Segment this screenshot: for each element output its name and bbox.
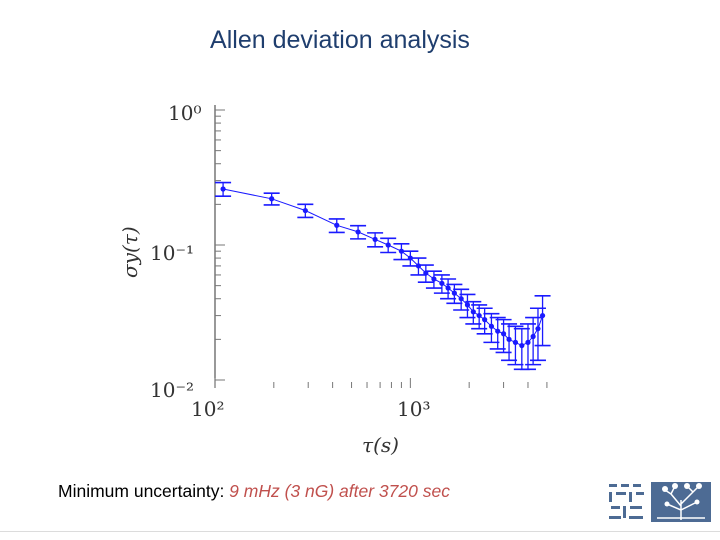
y-tick-label-0: 10⁰ bbox=[168, 101, 201, 125]
x-tick-label-0: 10² bbox=[191, 397, 224, 421]
data-point bbox=[302, 207, 308, 214]
data-point bbox=[355, 229, 361, 235]
data-point bbox=[535, 326, 541, 332]
data-point bbox=[512, 339, 519, 345]
x-axis-label: τ(s) bbox=[362, 433, 399, 457]
caption-highlight: 9 mHz (3 nG) after 3720 sec bbox=[229, 481, 450, 501]
data-point bbox=[445, 285, 451, 291]
data-point bbox=[530, 333, 536, 340]
data-point bbox=[385, 242, 391, 248]
series-line bbox=[223, 188, 544, 347]
data-point bbox=[451, 290, 457, 296]
data-point bbox=[539, 312, 546, 319]
x-tick-label-1: 10³ bbox=[397, 397, 430, 421]
y-tick-label-1: 10⁻¹ bbox=[150, 241, 194, 265]
allan-deviation-chart: 10⁰ 10⁻¹ 10⁻² 10² 10³ τ(s) σy(τ) bbox=[118, 101, 551, 457]
slide-title: Allen deviation analysis bbox=[210, 26, 470, 54]
data-point bbox=[519, 342, 525, 349]
data-point bbox=[431, 276, 437, 282]
data-point bbox=[269, 196, 275, 202]
data-point bbox=[458, 296, 464, 302]
data-point bbox=[464, 302, 471, 308]
data-point bbox=[488, 323, 495, 329]
data-point bbox=[476, 312, 482, 319]
data-point bbox=[439, 280, 445, 286]
footer-divider bbox=[0, 531, 720, 532]
x-axis-ticks bbox=[214, 378, 548, 388]
data-point bbox=[482, 317, 488, 323]
data-point bbox=[220, 186, 226, 192]
data-point bbox=[500, 331, 507, 337]
data-point bbox=[525, 339, 531, 345]
caption: Minimum uncertainty: 9 mHz (3 nG) after … bbox=[58, 481, 450, 502]
y-axis-ticks bbox=[215, 109, 225, 381]
y-axis-label: σy(τ) bbox=[118, 226, 142, 278]
weizmann-institute-logo bbox=[609, 482, 711, 522]
data-point bbox=[334, 222, 340, 228]
data-point bbox=[506, 336, 512, 342]
series-points bbox=[215, 181, 551, 371]
caption-prefix: Minimum uncertainty: bbox=[58, 481, 230, 501]
y-tick-label-2: 10⁻² bbox=[150, 378, 194, 402]
data-point bbox=[398, 248, 405, 254]
data-point bbox=[470, 309, 476, 315]
data-point bbox=[372, 236, 378, 243]
data-point bbox=[407, 255, 413, 261]
data-point bbox=[415, 263, 422, 269]
data-point bbox=[495, 328, 501, 334]
